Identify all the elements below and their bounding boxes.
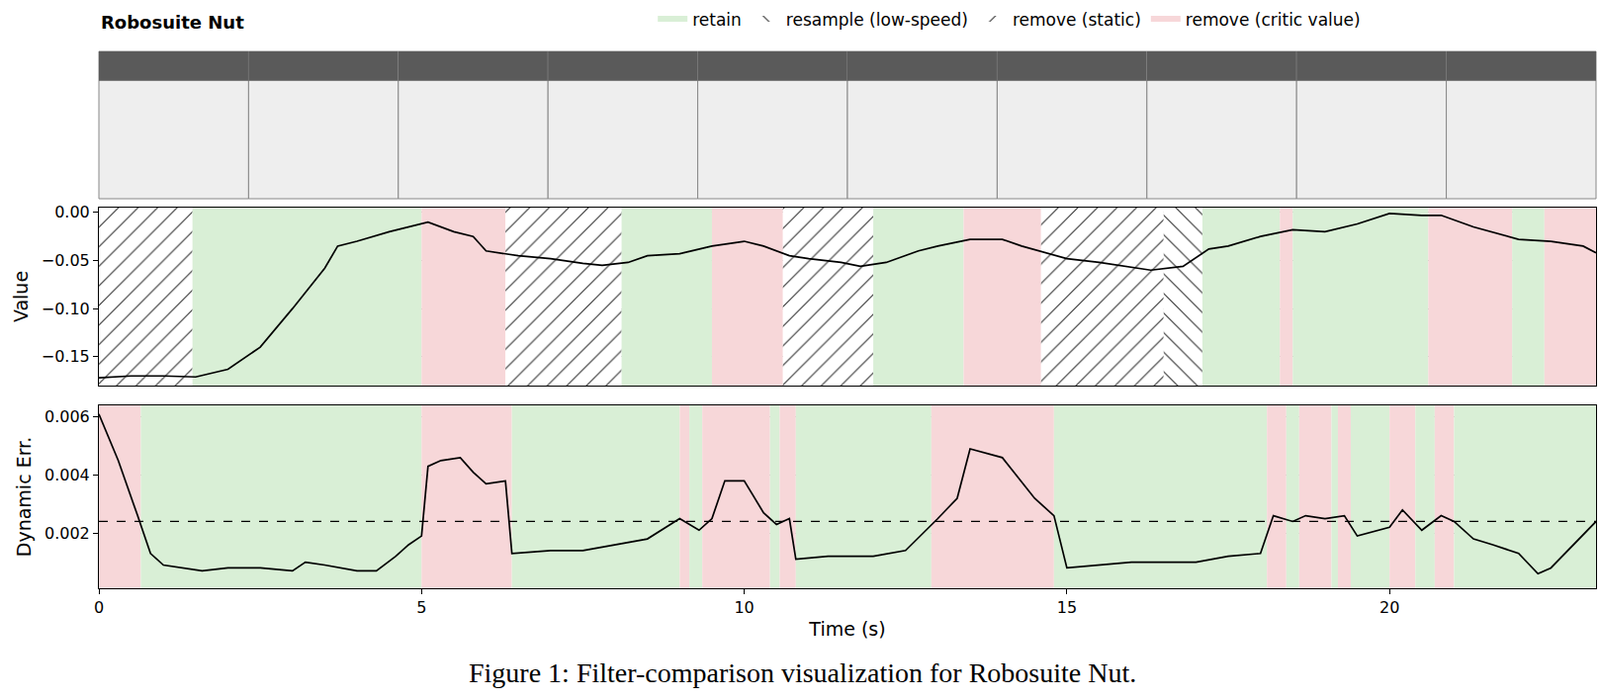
svg-text:20: 20 [1379,598,1400,618]
svg-text:Value: Value [9,270,32,323]
svg-text:15: 15 [1057,598,1077,618]
svg-text:10: 10 [733,598,754,618]
svg-text:Dynamic Err.: Dynamic Err. [12,437,35,557]
svg-text:−0.10: −0.10 [41,299,90,319]
svg-text:0.006: 0.006 [44,407,90,427]
svg-text:retain: retain [692,9,742,30]
svg-text:−0.15: −0.15 [41,347,90,366]
svg-text:5: 5 [416,598,427,618]
svg-text:Robosuite Nut: Robosuite Nut [100,11,245,33]
svg-text:0: 0 [93,598,104,618]
svg-text:−0.05: −0.05 [41,251,90,270]
svg-text:resample (low-speed): resample (low-speed) [786,9,969,30]
svg-text:Time (s): Time (s) [807,618,886,640]
svg-text:0.004: 0.004 [44,465,90,485]
svg-text:Figure 1: Filter-comparison vi: Figure 1: Filter-comparison visualizatio… [468,657,1137,689]
svg-text:remove (static): remove (static) [1012,9,1142,30]
svg-text:remove (critic value): remove (critic value) [1185,9,1361,30]
svg-text:0.00: 0.00 [54,202,90,222]
svg-text:0.002: 0.002 [44,524,90,543]
